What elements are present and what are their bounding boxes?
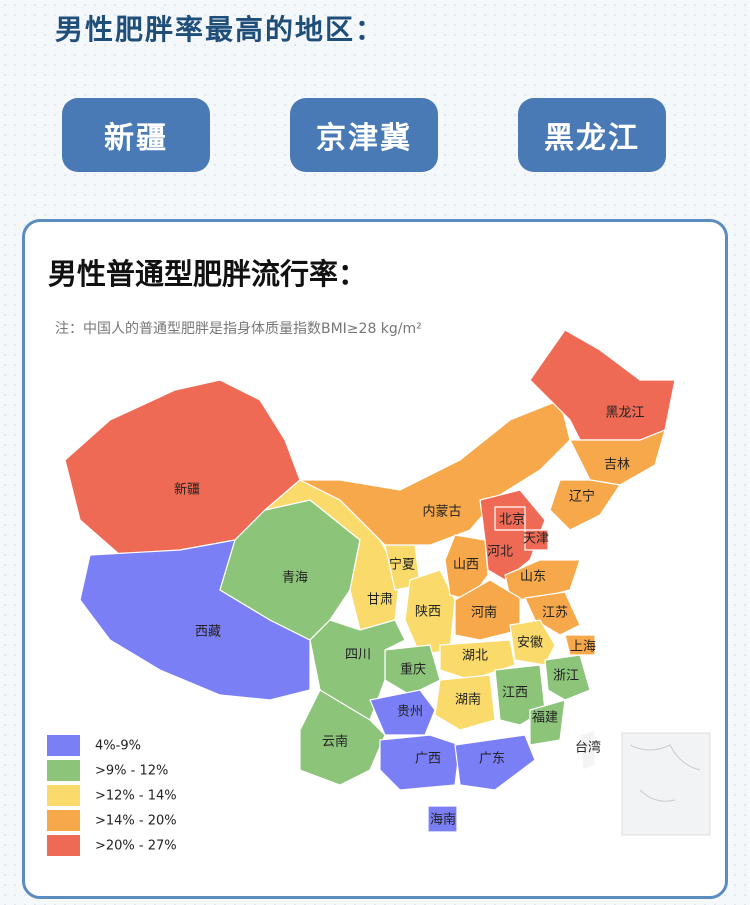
province-label: 江苏 [542,605,568,621]
legend-swatch [47,785,80,806]
province-label: 山西 [453,558,479,573]
province-label: 贵州 [397,705,423,720]
province-label: 安徽 [517,636,543,651]
legend-label: >12% - 14% [95,789,177,804]
province-label: 北京 [499,513,525,528]
region-button[interactable]: 黑龙江 [518,98,666,172]
region-button[interactable]: 京津冀 [290,98,438,172]
legend-swatch [47,835,80,856]
province-label: 河南 [471,605,497,621]
legend-label: >14% - 20% [95,814,177,829]
province [579,729,596,771]
legend-swatch [47,760,80,781]
province-label: 黑龙江 [605,406,644,421]
province [434,674,496,731]
province [379,734,461,791]
province-label: 湖北 [462,649,488,664]
legend-swatch [47,735,80,756]
province [564,634,596,656]
province-label: 天津 [523,532,549,547]
province-label: 云南 [322,734,348,750]
card-note: 注：中国人的普通型肥胖是指身体质量指数BMI≥28 kg/m² [55,321,422,337]
region-button[interactable]: 新疆 [62,98,210,172]
province [427,805,458,833]
province-label: 江西 [502,686,528,701]
province [309,619,406,721]
province-label: 辽宁 [569,489,595,505]
inset-islands [629,744,701,802]
province-label: 浙江 [553,669,579,684]
province [524,591,581,636]
province-label: 湖南 [455,692,481,708]
province [529,329,676,441]
province-label: 海南 [430,812,456,828]
province-label: 上海 [570,640,596,655]
province-label: 青海 [282,571,308,586]
province-label: 四川 [345,648,371,663]
legend-swatch [47,810,80,831]
province-label: 河北 [487,545,513,560]
province-label: 甘肃 [367,593,393,608]
province-label: 西藏 [195,625,221,640]
province [509,619,556,666]
inset-box [621,732,711,836]
province [299,399,571,546]
province-label: 宁夏 [389,557,415,573]
province-label: 吉林 [604,458,630,473]
province-label: 广西 [415,752,441,767]
province [454,734,536,791]
card-title: 男性普通型肥胖流行率： [48,257,367,291]
legend-label: 4%-9% [95,739,141,754]
page-title: 男性肥胖率最高的地区： [55,13,386,46]
province-label: 福建 [532,711,558,726]
province-label: 重庆 [400,662,426,678]
province [529,699,566,746]
province-label: 新疆 [174,482,200,498]
province [299,689,386,786]
province-label: 台湾 [575,740,601,756]
province [544,654,591,701]
province [369,689,436,736]
legend-label: >9% - 12% [95,764,168,779]
province-label: 广东 [479,752,505,767]
province-label: 内蒙古 [422,504,461,520]
province-label: 陕西 [415,605,441,620]
province [549,479,622,531]
province-label: 山东 [520,570,546,585]
legend-label: >20% - 27% [95,839,177,854]
province [524,529,549,551]
